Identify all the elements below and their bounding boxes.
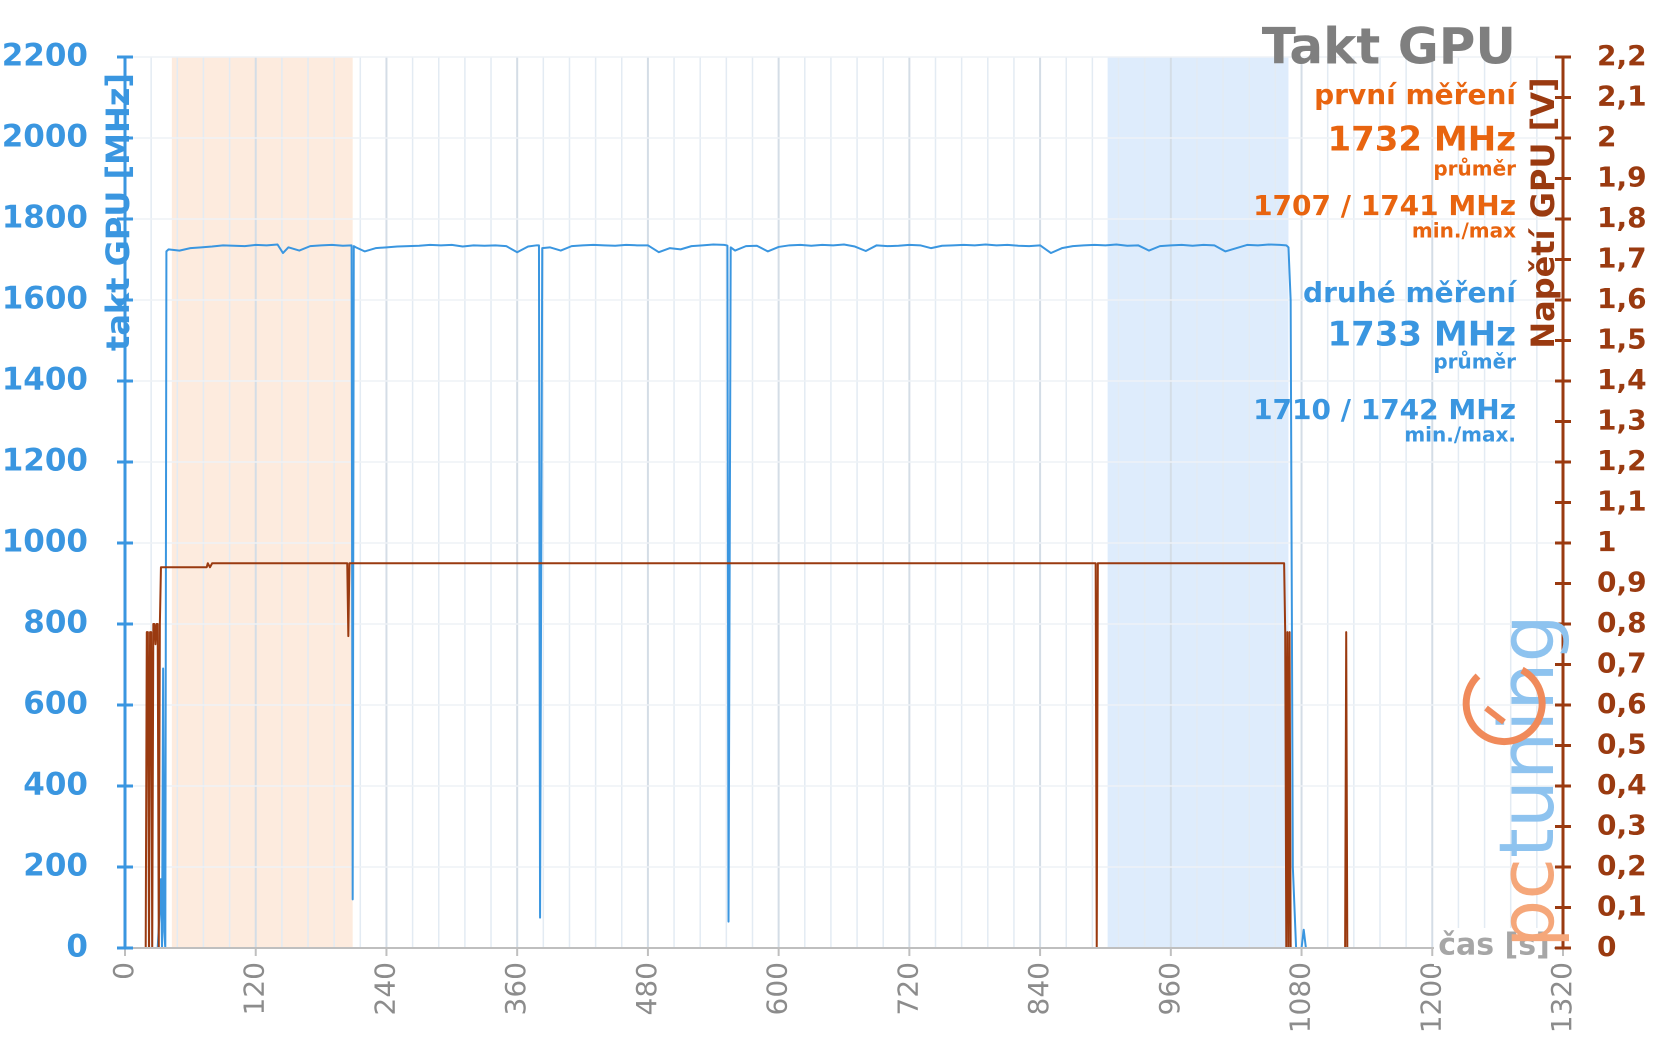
x-tick-label: 240 bbox=[368, 962, 401, 1015]
y2-tick-label: 1,9 bbox=[1597, 161, 1647, 194]
y-tick-label: 1400 bbox=[2, 362, 88, 398]
y2-tick-label: 0,7 bbox=[1597, 647, 1647, 680]
logo-arc bbox=[1462, 666, 1546, 746]
y-tick-label: 1200 bbox=[2, 443, 88, 479]
x-axis-title: čas [s] bbox=[1438, 928, 1550, 963]
series-line bbox=[125, 562, 1433, 949]
y2-tick-label: 0,8 bbox=[1597, 606, 1647, 639]
annotation: min./max. bbox=[1404, 423, 1516, 447]
bands bbox=[171, 57, 1289, 948]
annotation: průměr bbox=[1433, 157, 1516, 181]
x-tick-label: 480 bbox=[630, 962, 663, 1015]
y-tick-label: 2200 bbox=[2, 38, 88, 74]
x-tick-label: 1320 bbox=[1545, 962, 1578, 1033]
axes: 0 120 240 360 480 600 720 840 960 1080 1200 1320020… bbox=[2, 18, 1647, 1034]
x-tick-label: 1200 bbox=[1414, 962, 1447, 1033]
y2-tick-label: 0,1 bbox=[1597, 890, 1647, 923]
y-tick-label: 0 bbox=[66, 929, 88, 965]
x-tick-label: 360 bbox=[499, 962, 532, 1015]
y2-axis-title: Napětí GPU [V] bbox=[1524, 77, 1562, 348]
y-tick-label: 2000 bbox=[2, 119, 88, 155]
annotation: 1733 MHz bbox=[1327, 315, 1516, 355]
x-tick-label: 1080 bbox=[1284, 962, 1317, 1033]
annotation: první měření bbox=[1314, 78, 1517, 111]
y-tick-label: 1600 bbox=[2, 281, 88, 317]
chart-title: Takt GPU bbox=[1262, 18, 1516, 76]
y2-tick-label: 0,9 bbox=[1597, 566, 1647, 599]
shaded-band bbox=[1107, 57, 1289, 948]
y-tick-label: 600 bbox=[23, 686, 88, 722]
y2-tick-label: 1,5 bbox=[1597, 323, 1647, 356]
y2-tick-label: 2 bbox=[1597, 120, 1616, 153]
y-tick-label: 800 bbox=[23, 605, 88, 641]
x-axis-title-bg bbox=[1434, 928, 1554, 966]
annotation: druhé měření bbox=[1303, 276, 1517, 309]
annotation: průměr bbox=[1433, 350, 1516, 374]
y2-tick-label: 1,1 bbox=[1597, 485, 1647, 518]
y-tick-label: 400 bbox=[23, 767, 88, 803]
y2-tick-label: 1,8 bbox=[1597, 201, 1647, 234]
logo-text: pctuning bbox=[1482, 614, 1571, 948]
shaded-band bbox=[171, 57, 353, 948]
x-tick-label: 600 bbox=[761, 962, 794, 1015]
annotation: min./max bbox=[1412, 219, 1516, 243]
x-tick-label: 0 bbox=[107, 962, 140, 980]
y2-tick-label: 2,1 bbox=[1597, 80, 1647, 113]
y2-tick-label: 1,7 bbox=[1597, 242, 1647, 275]
y2-tick-label: 2,2 bbox=[1597, 39, 1647, 72]
y2-tick-label: 1 bbox=[1597, 525, 1616, 558]
logo-part: pc bbox=[1482, 858, 1571, 948]
y2-tick-label: 0,2 bbox=[1597, 849, 1647, 882]
x-tick-label: 720 bbox=[891, 962, 924, 1015]
annotation: 1707 / 1741 MHz bbox=[1253, 189, 1516, 222]
logo-gauge bbox=[1462, 666, 1546, 746]
y2-tick-label: 1,2 bbox=[1597, 444, 1647, 477]
y2-tick-label: 0,5 bbox=[1597, 728, 1647, 761]
y2-tick-label: 0,6 bbox=[1597, 687, 1647, 720]
y2-tick-label: 0 bbox=[1597, 930, 1616, 963]
logo-needle bbox=[1484, 705, 1506, 725]
y2-tick-label: 0,3 bbox=[1597, 809, 1647, 842]
x-tick-label: 960 bbox=[1153, 962, 1186, 1015]
series-line bbox=[125, 243, 1433, 949]
annotation: 1710 / 1742 MHz bbox=[1253, 393, 1516, 426]
y2-tick-label: 0,4 bbox=[1597, 768, 1647, 801]
annotation: 1732 MHz bbox=[1327, 120, 1516, 160]
y-tick-label: 1800 bbox=[2, 200, 88, 236]
y2-tick-label: 1,6 bbox=[1597, 282, 1647, 315]
y-tick-label: 200 bbox=[23, 848, 88, 884]
grid bbox=[124, 56, 1564, 949]
x-tick-label: 840 bbox=[1022, 962, 1055, 1015]
y2-tick-label: 1,3 bbox=[1597, 404, 1647, 437]
x-tick-label: 120 bbox=[238, 962, 271, 1015]
y-tick-label: 1000 bbox=[2, 524, 88, 560]
y2-tick-label: 1,4 bbox=[1597, 363, 1647, 396]
y-axis-title: takt GPU [MHz] bbox=[99, 73, 137, 351]
data bbox=[125, 243, 1433, 949]
